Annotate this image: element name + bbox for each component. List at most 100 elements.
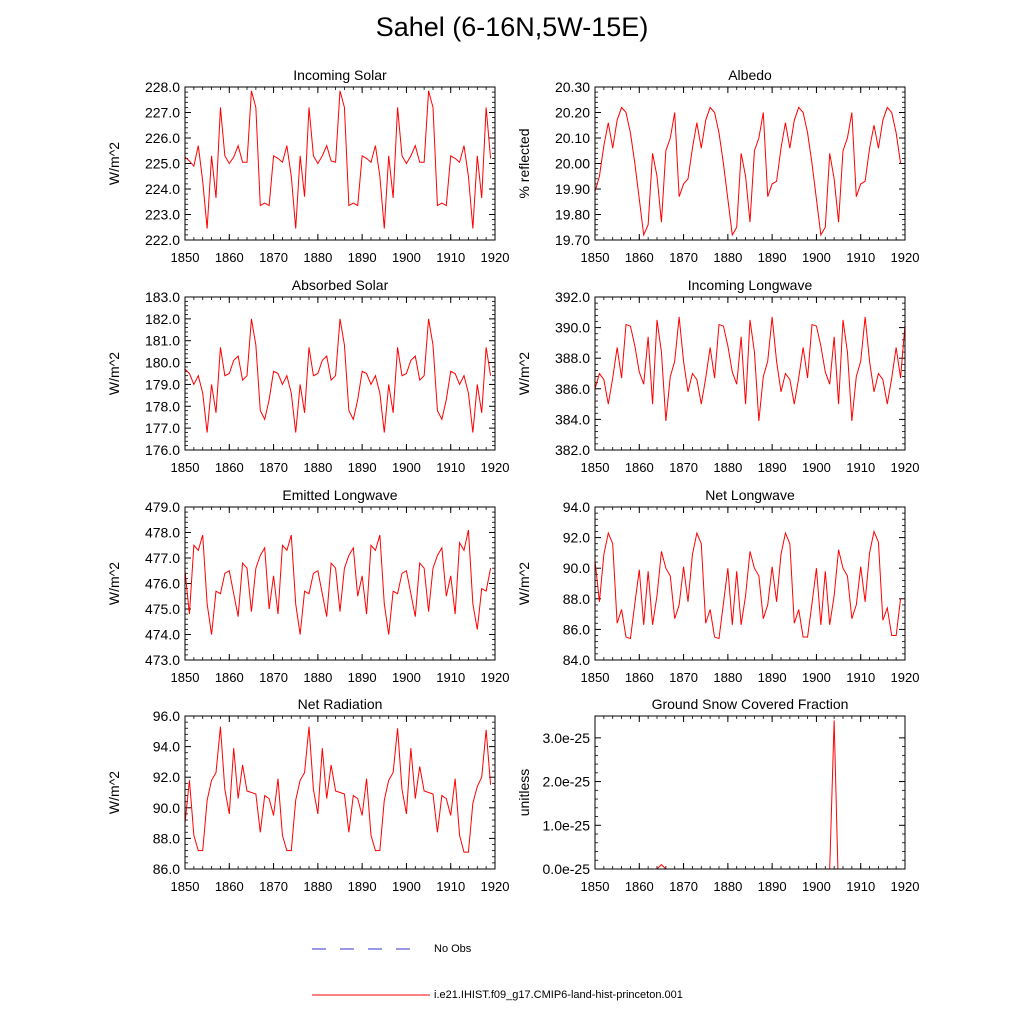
y-tick-label: 0.0e-25 xyxy=(543,861,591,877)
x-tick-label: 1920 xyxy=(481,460,510,475)
x-tick-label: 1880 xyxy=(713,250,742,265)
x-tick-label: 1860 xyxy=(215,460,244,475)
y-tick-label: 225.0 xyxy=(145,156,180,172)
x-tick-label: 1920 xyxy=(891,250,920,265)
x-tick-label: 1860 xyxy=(625,670,654,685)
x-tick-label: 1860 xyxy=(625,460,654,475)
x-tick-label: 1900 xyxy=(802,670,831,685)
x-tick-label: 1850 xyxy=(171,460,200,475)
x-tick-label: 1850 xyxy=(581,879,610,894)
x-tick-label: 1910 xyxy=(436,250,465,265)
y-tick-label: 94.0 xyxy=(563,499,590,515)
x-tick-label: 1860 xyxy=(625,250,654,265)
x-tick-label: 1890 xyxy=(758,670,787,685)
y-tick-label: 392.0 xyxy=(555,289,590,305)
series-line xyxy=(595,529,902,640)
x-tick-label: 1880 xyxy=(303,250,332,265)
panel-title: Absorbed Solar xyxy=(292,277,389,293)
x-tick-label: 1870 xyxy=(669,250,698,265)
x-tick-label: 1880 xyxy=(303,460,332,475)
plot-frame xyxy=(594,715,906,870)
chart-panel: Net Radiation W/m^2 1850 1860 1870 1880 1890 19… xyxy=(106,696,509,894)
x-tick-label: 1900 xyxy=(392,250,421,265)
y-tick-label: 224.0 xyxy=(145,181,180,197)
series-line xyxy=(185,726,492,853)
x-tick-label: 1910 xyxy=(846,460,875,475)
x-tick-label: 1850 xyxy=(171,670,200,685)
x-tick-label: 1850 xyxy=(171,879,200,894)
x-tick-label: 1920 xyxy=(891,879,920,894)
x-tick-label: 1910 xyxy=(846,670,875,685)
x-tick-label: 1900 xyxy=(392,879,421,894)
plot-frame xyxy=(184,715,496,870)
y-tick-label: 390.0 xyxy=(555,320,590,336)
y-tick-label: 20.00 xyxy=(555,156,590,172)
y-tick-label: 86.0 xyxy=(153,861,180,877)
panel-title: Albedo xyxy=(728,67,772,83)
y-tick-label: 474.0 xyxy=(145,627,180,643)
x-tick-label: 1860 xyxy=(215,250,244,265)
panel-title: Net Radiation xyxy=(298,696,383,712)
x-tick-label: 1910 xyxy=(846,879,875,894)
x-tick-label: 1850 xyxy=(581,250,610,265)
chart-panel: Ground Snow Covered Fraction unitless 1850… xyxy=(516,696,920,894)
chart-panel: Albedo % reflected 1850 1860 1870 1880 1890 190… xyxy=(516,67,919,265)
chart-panel: Net Longwave W/m^2 1850 1860 1870 1880 1890 190… xyxy=(516,487,919,685)
x-tick-label: 1910 xyxy=(436,460,465,475)
y-tick-label: 478.0 xyxy=(145,525,180,541)
legend-model-label: i.e21.IHIST.f09_g17.CMIP6-land-hist-prin… xyxy=(434,989,683,1001)
y-axis-label: W/m^2 xyxy=(106,352,122,395)
x-tick-label: 1920 xyxy=(891,460,920,475)
y-tick-label: 2.0e-25 xyxy=(543,774,591,790)
chart-panel: Incoming Longwave W/m^2 1850 1860 1870 1880 18… xyxy=(516,277,919,475)
x-tick-label: 1920 xyxy=(481,250,510,265)
y-tick-label: 178.0 xyxy=(145,398,180,414)
main-title: Sahel (6-16N,5W-15E) xyxy=(375,12,649,42)
y-tick-label: 92.0 xyxy=(153,769,180,785)
x-tick-label: 1880 xyxy=(713,879,742,894)
x-tick-label: 1880 xyxy=(303,670,332,685)
y-tick-label: 88.0 xyxy=(563,591,590,607)
y-tick-label: 84.0 xyxy=(563,652,590,668)
panel-title: Ground Snow Covered Fraction xyxy=(652,696,849,712)
y-tick-label: 475.0 xyxy=(145,601,180,617)
x-tick-label: 1890 xyxy=(348,460,377,475)
x-tick-label: 1900 xyxy=(802,460,831,475)
panel-title: Net Longwave xyxy=(705,487,795,503)
x-tick-label: 1900 xyxy=(802,879,831,894)
x-tick-label: 1870 xyxy=(669,670,698,685)
y-tick-label: 228.0 xyxy=(145,79,180,95)
y-tick-label: 222.0 xyxy=(145,232,180,248)
y-tick-label: 20.20 xyxy=(555,105,590,121)
x-tick-label: 1890 xyxy=(348,670,377,685)
y-tick-label: 20.30 xyxy=(555,79,590,95)
y-tick-label: 382.0 xyxy=(555,442,590,458)
panel-title: Incoming Longwave xyxy=(688,277,813,293)
x-tick-label: 1920 xyxy=(481,670,510,685)
x-tick-label: 1890 xyxy=(758,460,787,475)
series-line xyxy=(595,316,905,421)
x-tick-label: 1900 xyxy=(392,460,421,475)
y-axis-label: W/m^2 xyxy=(106,771,122,814)
y-tick-label: 176.0 xyxy=(145,442,180,458)
y-tick-label: 88.0 xyxy=(153,830,180,846)
y-tick-label: 182.0 xyxy=(145,311,180,327)
x-tick-label: 1850 xyxy=(171,250,200,265)
x-tick-label: 1880 xyxy=(713,670,742,685)
chart-panel: Emitted Longwave W/m^2 1850 1860 1870 1880 189… xyxy=(106,487,509,685)
x-tick-label: 1900 xyxy=(392,670,421,685)
x-tick-label: 1890 xyxy=(758,879,787,894)
plot-frame xyxy=(594,506,906,661)
x-tick-label: 1870 xyxy=(259,879,288,894)
y-tick-label: 479.0 xyxy=(145,499,180,515)
y-axis-label: W/m^2 xyxy=(106,562,122,605)
y-tick-label: 20.10 xyxy=(555,130,590,146)
y-tick-label: 179.0 xyxy=(145,376,180,392)
y-tick-label: 183.0 xyxy=(145,289,180,305)
chart-panel: Absorbed Solar W/m^2 1850 1860 1870 1880 1890 1… xyxy=(106,277,509,475)
y-axis-label: W/m^2 xyxy=(516,562,532,605)
series-line xyxy=(595,106,902,237)
y-tick-label: 90.0 xyxy=(153,800,180,816)
y-tick-label: 92.0 xyxy=(563,530,590,546)
